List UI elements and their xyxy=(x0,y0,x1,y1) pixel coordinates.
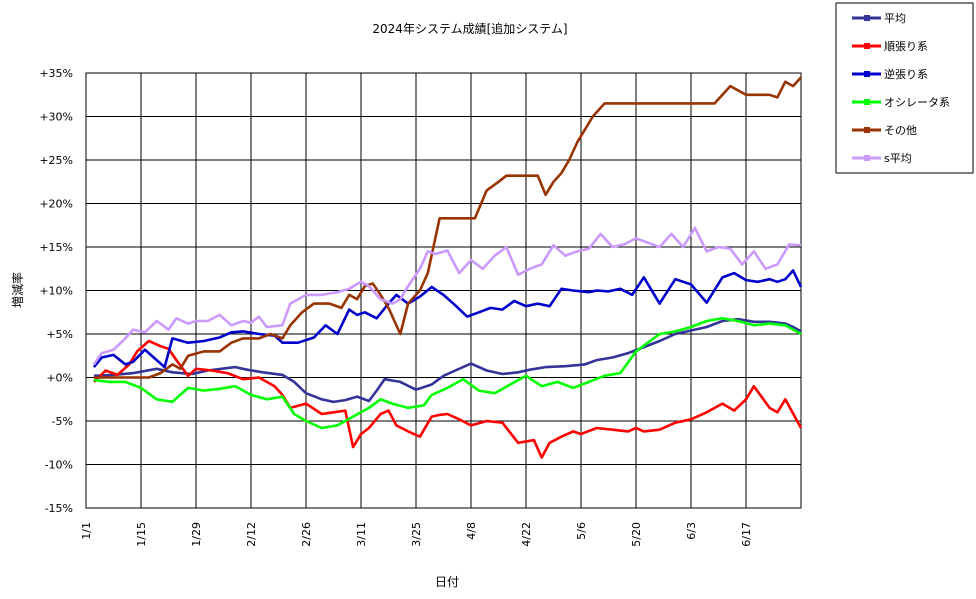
series-line-3 xyxy=(93,316,802,430)
chart-title: 2024年システム成績[追加システム] xyxy=(372,21,567,36)
series-line-5 xyxy=(92,226,802,366)
legend-label: 逆張り系 xyxy=(884,67,928,81)
legend-marker xyxy=(864,155,870,161)
x-tick-label: 1/29 xyxy=(190,522,203,547)
legend-marker xyxy=(864,43,870,49)
x-tick-label: 6/3 xyxy=(685,522,698,540)
x-tick-label: 3/11 xyxy=(355,522,368,547)
gridlines xyxy=(85,72,801,509)
y-axis-ticks: +35% +30% +25% +20% +15% +10% +5% +0% -5% -10% -15… xyxy=(39,67,73,515)
y-tick-label: +35% xyxy=(39,67,73,80)
x-tick-label: 5/20 xyxy=(630,522,643,547)
series-line-4 xyxy=(93,76,802,379)
legend-label: その他 xyxy=(884,124,917,137)
legend-label: オシレータ系 xyxy=(884,96,950,109)
series-line-1 xyxy=(92,339,803,459)
y-tick-label: +20% xyxy=(39,198,73,211)
legend-marker xyxy=(864,71,870,77)
x-tick-label: 2/12 xyxy=(245,522,258,547)
legend-marker xyxy=(864,99,870,105)
y-tick-label: +30% xyxy=(39,111,73,124)
y-axis-label: 増減率 xyxy=(10,272,25,308)
y-tick-label: +25% xyxy=(39,154,73,167)
legend-label: s平均 xyxy=(884,152,912,165)
series-lines xyxy=(92,76,803,459)
x-tick-label: 2/26 xyxy=(300,522,313,547)
legend-marker xyxy=(864,15,870,21)
x-tick-label: 4/22 xyxy=(520,522,533,547)
legend-label: 平均 xyxy=(884,12,906,25)
legend-box xyxy=(835,2,974,174)
y-tick-label: +15% xyxy=(39,241,73,254)
legend-label: 順張り系 xyxy=(884,40,928,53)
legend-marker xyxy=(864,127,870,133)
x-tick-label: 1/1 xyxy=(80,522,93,540)
y-tick-label: +0% xyxy=(46,372,73,385)
series-line-0 xyxy=(93,317,802,404)
x-tick-label: 1/15 xyxy=(135,522,148,547)
series-line-2 xyxy=(92,269,803,369)
x-tick-label: 4/8 xyxy=(465,522,478,540)
y-tick-label: -5% xyxy=(52,415,73,428)
x-tick-label: 3/25 xyxy=(410,522,423,547)
x-tick-label: 5/6 xyxy=(575,522,588,540)
y-tick-label: -15% xyxy=(45,502,73,515)
y-tick-label: +10% xyxy=(39,285,73,298)
x-tick-label: 6/17 xyxy=(740,522,753,547)
x-axis-ticks: 1/1 1/15 1/29 2/12 2/26 3/11 3/25 4/8 4/22 5/6 5/2… xyxy=(80,522,753,547)
y-tick-label: +5% xyxy=(46,328,73,341)
x-axis-label: 日付 xyxy=(435,575,459,589)
y-tick-label: -10% xyxy=(45,459,73,472)
